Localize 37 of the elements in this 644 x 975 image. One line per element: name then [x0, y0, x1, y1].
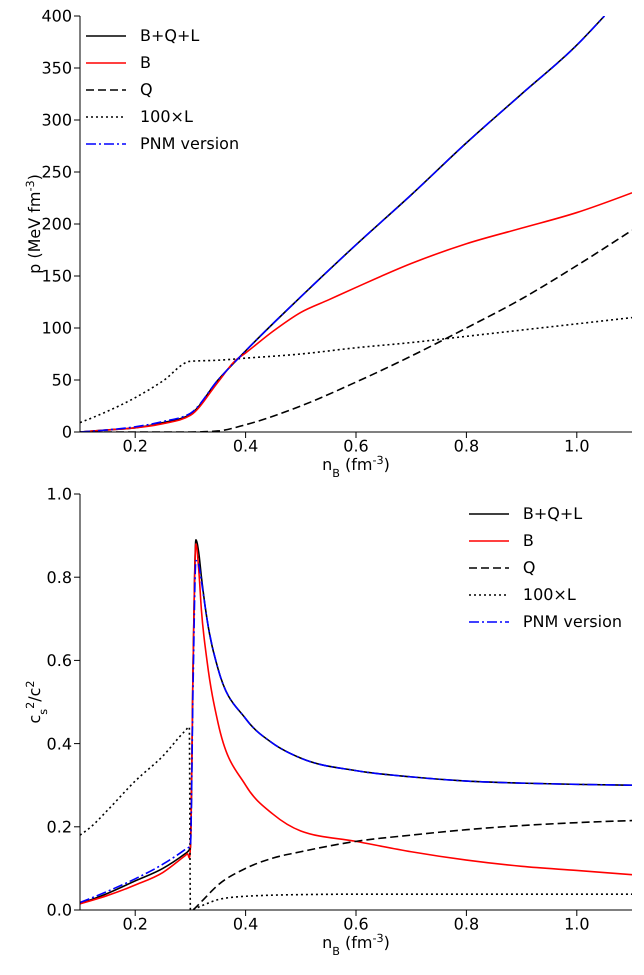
x-tick-label: 1.0: [564, 436, 590, 456]
legend-label: B: [522, 531, 534, 550]
x-tick-label: 0.8: [454, 436, 480, 456]
y-tick-label: 200: [41, 214, 72, 234]
legend-label: PNM version: [522, 612, 622, 631]
x-tick-label: 1.0: [564, 914, 590, 934]
y-tick-label: 250: [41, 162, 72, 182]
legend-label: B+Q+L: [140, 26, 200, 45]
x-tick-label: 0.6: [343, 436, 369, 456]
y-tick-label: 0.0: [46, 900, 72, 920]
x-axis-title: n$_{B}$ (fm$^{-3}$): [322, 932, 390, 958]
y-tick-label: 0.8: [46, 568, 72, 587]
x-tick-label: 0.8: [454, 914, 480, 934]
legend-label: 100×L: [522, 585, 576, 604]
x-tick-label: 0.4: [232, 436, 258, 456]
y-tick-label: 0.6: [46, 651, 72, 670]
legend-label: PNM version: [140, 134, 240, 153]
legend-label: B+Q+L: [522, 504, 582, 523]
x-tick-label: 0.2: [122, 914, 148, 934]
x-tick-label: 0.6: [343, 914, 369, 934]
x-tick-label: 0.4: [232, 914, 258, 934]
y-tick-label: 350: [41, 58, 72, 78]
y-tick-label: 0: [62, 422, 72, 442]
y-tick-label: 1.0: [46, 484, 72, 504]
legend-label: 100×L: [140, 107, 193, 126]
x-axis-title: n$_{B}$ (fm$^{-3}$): [322, 454, 390, 480]
y-tick-label: 0.4: [46, 734, 72, 754]
x-tick-label: 0.2: [122, 436, 148, 456]
legend-label: B: [140, 53, 151, 72]
legend-label: Q: [140, 80, 153, 99]
y-tick-label: 100: [41, 318, 72, 338]
y-tick-label: 0.2: [46, 817, 72, 836]
y-tick-label: 400: [41, 6, 72, 26]
y-tick-label: 300: [41, 110, 72, 130]
y-tick-label: 150: [41, 266, 72, 286]
legend-label: Q: [522, 558, 536, 577]
y-tick-label: 50: [52, 370, 72, 390]
